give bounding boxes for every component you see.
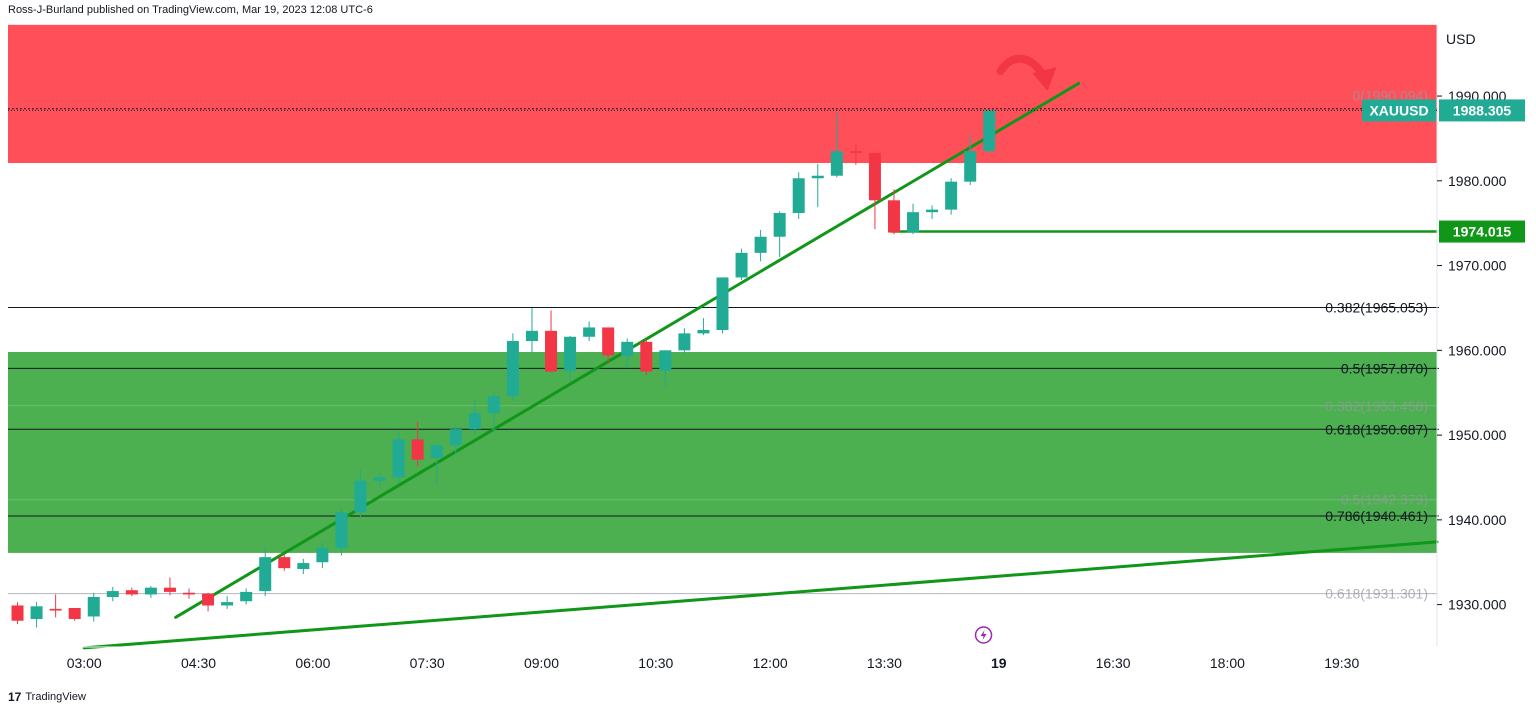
x-tick-label: 16:30: [1096, 655, 1131, 671]
bearish-arrow-head-icon: [1032, 67, 1057, 92]
symbol-tag: [1362, 99, 1436, 122]
candle-body: [259, 557, 272, 592]
lightning-icon: [980, 630, 987, 640]
candle-body: [297, 563, 310, 570]
candle-body: [868, 152, 881, 201]
candle-body: [849, 151, 862, 153]
currency-label: USD: [1446, 31, 1476, 47]
y-tick-label: 1950.000: [1448, 427, 1507, 443]
last-price-label: 1988.305: [1453, 102, 1512, 118]
x-tick-label: 09:00: [524, 655, 559, 671]
candle-body: [792, 178, 805, 214]
fib-label: 0.618(1931.301): [1325, 586, 1428, 602]
candle-body: [811, 175, 824, 179]
candle-body: [411, 439, 424, 460]
y-tick-label: 1980.000: [1448, 173, 1507, 189]
footer: 17 TradingView: [8, 690, 86, 704]
x-tick-label: 10:30: [638, 655, 673, 671]
candle-body: [354, 480, 367, 513]
y-tick-label: 1940.000: [1448, 512, 1507, 528]
tradingview-logo-icon: 17: [8, 690, 22, 704]
candle-body: [87, 596, 100, 617]
candle-body: [125, 590, 138, 595]
candle-body: [106, 591, 119, 597]
candle-body: [583, 327, 596, 337]
candle-body: [373, 477, 386, 481]
candle-body: [983, 110, 996, 152]
candle-body: [907, 212, 920, 233]
candle-body: [945, 181, 958, 210]
y-tick-label: 1930.000: [1448, 597, 1507, 613]
support-price-label: 1974.015: [1453, 224, 1512, 240]
x-tick-label: 19:30: [1324, 655, 1359, 671]
y-tick-label: 1970.000: [1448, 258, 1507, 274]
candle-body: [316, 547, 329, 563]
x-tick-label: 03:00: [67, 655, 102, 671]
support-price-tag: [1439, 220, 1525, 243]
candle-body: [144, 587, 157, 595]
candle-body: [697, 329, 710, 334]
candle-body: [735, 252, 748, 278]
fib-label: 0.786(1940.461): [1325, 508, 1428, 524]
trendline-lower: [82, 540, 1439, 650]
fib-label: 0.5(1942.379): [1341, 492, 1428, 508]
candle-body: [545, 330, 558, 372]
x-tick-label: 04:30: [181, 655, 216, 671]
candle-body: [830, 151, 843, 176]
fib-label: 0.5(1957.870): [1341, 360, 1428, 376]
candle-body: [430, 445, 443, 458]
candle-body: [11, 605, 24, 621]
candle-body: [659, 350, 672, 371]
symbol-tag-label: XAUUSD: [1369, 102, 1428, 118]
last-price-tag: [1439, 99, 1525, 122]
fib-label: 0.382(1965.053): [1325, 300, 1428, 316]
y-tick-label: 1960.000: [1448, 342, 1507, 358]
candle-body: [773, 213, 786, 237]
resistance-zone: [8, 24, 1437, 164]
candle-body: [754, 236, 767, 253]
publisher-line: Ross-J-Burland published on TradingView.…: [8, 4, 373, 16]
x-tick-label: 06:00: [295, 655, 330, 671]
candle-body: [468, 413, 481, 430]
candle-body: [30, 606, 43, 620]
candle-body: [564, 336, 577, 371]
candle-body: [392, 439, 405, 478]
candle-body: [525, 330, 538, 342]
x-tick-label: 18:00: [1210, 655, 1245, 671]
footer-brand: TradingView: [25, 691, 86, 703]
candle-body: [716, 277, 729, 330]
candle-body: [926, 209, 939, 213]
candle-body: [602, 327, 615, 356]
candle-body: [68, 608, 81, 620]
x-tick-label: 07:30: [410, 655, 445, 671]
x-tick-label: 19: [991, 655, 1007, 671]
candle-body: [163, 587, 176, 592]
x-tick-label: 12:00: [753, 655, 788, 671]
fib-label: 0.382(1953.458): [1325, 398, 1428, 414]
x-tick-label: 13:30: [867, 655, 902, 671]
candle-body: [887, 200, 900, 233]
candle-body: [278, 557, 291, 569]
candle-body: [49, 608, 62, 611]
candle-body: [964, 151, 977, 182]
candle-body: [240, 591, 253, 602]
candle-body: [449, 429, 462, 446]
support-zone: [8, 352, 1437, 553]
candle-body: [183, 592, 196, 595]
candle-body: [621, 341, 634, 357]
candle-body: [487, 396, 500, 414]
candle-body: [506, 341, 519, 397]
candle-body: [202, 593, 215, 606]
candle-body: [640, 341, 653, 372]
candle-body: [221, 602, 234, 606]
candle-body: [678, 333, 691, 351]
fib-label: 0.618(1950.687): [1325, 421, 1428, 437]
fib-label: 0(1990.094): [1352, 87, 1428, 103]
candle-body: [335, 512, 348, 548]
